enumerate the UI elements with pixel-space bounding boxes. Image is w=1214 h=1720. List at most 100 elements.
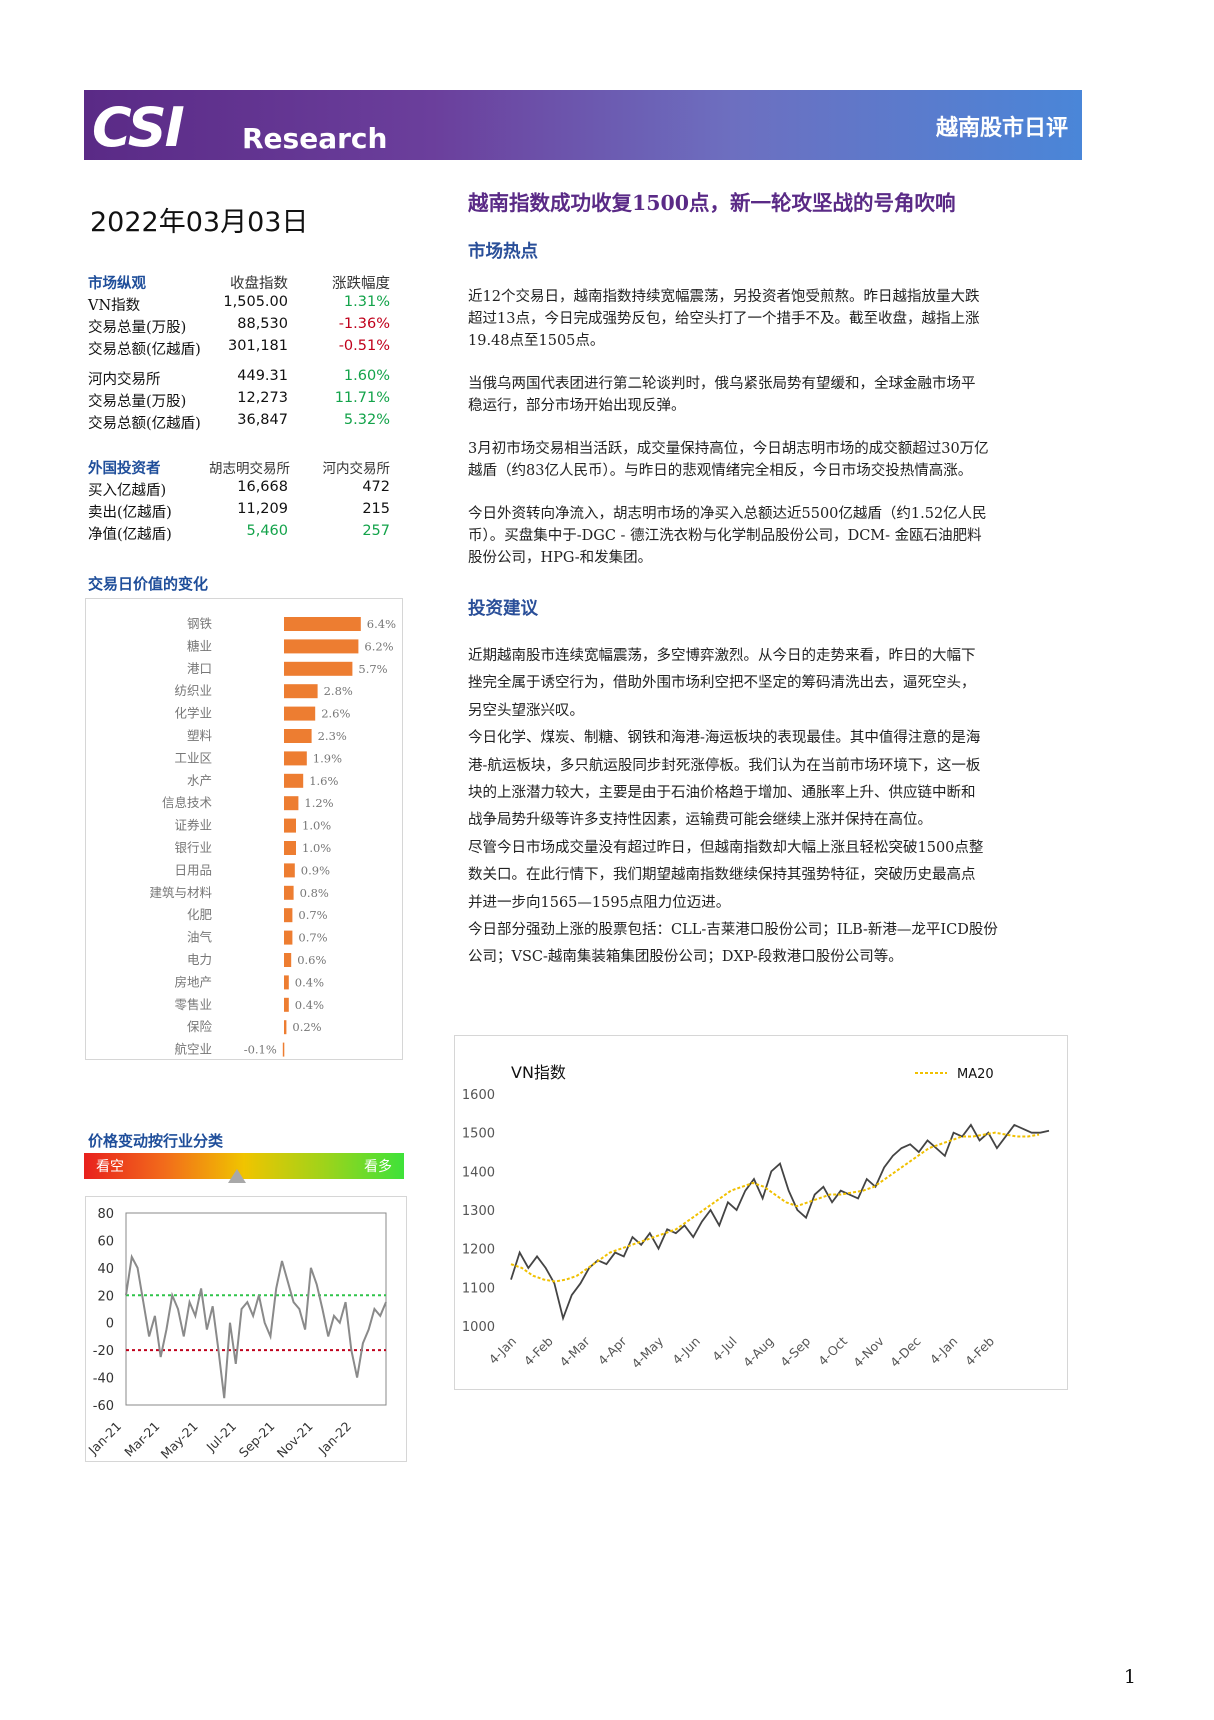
bar (282, 1042, 285, 1057)
x-tick-label: 4-Feb (962, 1333, 997, 1368)
bar-value-label: 0.2% (292, 1020, 321, 1034)
bar-value-label: 0.4% (295, 998, 324, 1012)
paragraph-line: 战争局势升级等许多支持性因素，运输费可能会继续上涨并保持在高位。 (468, 812, 932, 829)
bar-value-label: 2.8% (324, 684, 353, 698)
x-tick-label: 4-Dec (887, 1333, 924, 1370)
bar-category-label: 电力 (187, 952, 212, 967)
row-hose-value: 5,460 (246, 523, 288, 539)
bar (284, 729, 312, 743)
x-tick-label: 4-Mar (557, 1333, 594, 1370)
row-value: 12,273 (237, 390, 288, 406)
row-value: 88,530 (237, 316, 288, 332)
x-tick-label: 4-May (629, 1333, 667, 1371)
y-tick-label: 1300 (462, 1204, 495, 1219)
row-label: 交易总量(万股) (88, 394, 187, 410)
report-date: 2022年03月03日 (90, 207, 309, 238)
x-tick-label: 4-Nov (850, 1333, 887, 1370)
sector-chart-box: 钢铁 6.4% 糖业 6.2% 港口 5.7% 纺织业 2.8% 化学业 2.6% 塑料 2.3% 工业… (85, 598, 403, 1079)
x-tick-label: 4-Oct (815, 1333, 850, 1368)
sentiment-series-line (125, 1253, 387, 1399)
x-tick-label: 4-Jun (669, 1334, 703, 1368)
bar-value-label: 5.7% (358, 662, 387, 676)
paragraph-line: 19.48点至1505点。 (468, 333, 605, 349)
x-tick-label: 4-Feb (521, 1333, 556, 1368)
section-label: 市场纵观 (88, 276, 146, 292)
row-hose-value: 11,209 (237, 501, 288, 517)
y-tick-label: 20 (97, 1289, 114, 1304)
table-row: VN指数 1,505.00 1.31% (88, 294, 392, 316)
bar-category-label: 钢铁 (187, 616, 213, 631)
bar (284, 953, 292, 967)
bar (284, 773, 304, 788)
paragraph-line: 尽管今日市场成交量没有超过昨日，但越南指数却大幅上涨且轻松突破1500点整 (468, 839, 984, 856)
row-value: 36,847 (237, 412, 288, 428)
bar-value-label: 1.0% (302, 841, 331, 855)
bar-category-label: 港口 (187, 661, 212, 676)
bar-category-label: 银行业 (174, 840, 212, 855)
bar-value-label: 0.7% (298, 908, 327, 922)
paragraph-line: 币）。买盘集中于-DGC - 德江洗衣粉与化学制品股份公司，DCM- 金瓯石油肥… (468, 528, 982, 544)
bar (284, 796, 299, 811)
bar-value-label: 0.6% (297, 953, 326, 967)
bullish-label: 看多 (364, 1159, 392, 1175)
bar (284, 751, 307, 766)
row-change: -1.36% (338, 316, 390, 332)
row-hnx-value: 257 (362, 523, 390, 539)
paragraph-line: 港-航运板块，多只航运股同步封死涨停板。我们认为在当前市场环境下，这一板 (468, 757, 981, 774)
bar (284, 818, 296, 833)
bar-category-label: 日用品 (174, 862, 212, 877)
x-tick-label: Jan-21 (86, 1419, 124, 1458)
column-header: 收盘指数 (230, 276, 288, 292)
bar-value-label: 0.7% (298, 931, 327, 945)
y-tick-label: 1500 (462, 1127, 495, 1142)
paragraph-line: 近12个交易日，越南指数持续宽幅震荡，另投资者饱受煎熬。昨日越指放量大跌 (468, 289, 980, 305)
sector-chart-title: 交易日价值的变化 (88, 575, 209, 593)
vn-index-chart-box: VN指数 MA20 1600 1500 1400 1300 1200 1100 1000 4-Ja… (454, 1035, 1068, 1390)
row-label: 交易总额(亿越盾) (88, 342, 201, 358)
bar-value-label: 6.4% (367, 617, 396, 631)
paragraph: 当俄乌两国代表团进行第二轮谈判时，俄乌紧张局势有望缓和，全球金融市场平 稳运行，部… (468, 373, 1074, 417)
y-tick-label: 1100 (462, 1281, 495, 1296)
bar (284, 863, 295, 878)
x-tick-label: 4-Jul (709, 1334, 740, 1365)
bar-category-label: 工业区 (174, 750, 212, 765)
y-tick-label: 0 (106, 1317, 114, 1332)
row-value: 1,505.00 (223, 294, 288, 310)
table-row: 河内交易所 449.31 1.60% (88, 368, 392, 390)
bar (284, 684, 318, 699)
column-header: 胡志明交易所 (209, 461, 290, 477)
bar-value-label: 2.3% (318, 729, 347, 743)
y-tick-label: -20 (93, 1344, 114, 1359)
page-number: 1 (1123, 1666, 1136, 1688)
section-label: 外国投资者 (88, 461, 161, 477)
row-label: 河内交易所 (88, 372, 161, 388)
sector-bar-chart: 钢铁 6.4% 糖业 6.2% 港口 5.7% 纺织业 2.8% 化学业 2.6% 塑料 2.3% 工业… (149, 616, 396, 1079)
bar-category-label: 塑料 (187, 728, 213, 743)
x-tick-label: May-21 (158, 1419, 201, 1461)
bar-value-label: 2.6% (321, 707, 350, 721)
x-tick-label: Mar-21 (121, 1419, 162, 1460)
bar (284, 997, 289, 1012)
ma20-series-line (510, 1131, 1040, 1283)
bar-category-label: 化学业 (174, 706, 212, 721)
bar-value-label: 0.8% (300, 886, 329, 900)
bar (284, 908, 293, 923)
bar-category-label: 信息技术 (162, 795, 213, 810)
row-value: 301,181 (228, 338, 288, 354)
bar-value-label: 0.4% (295, 975, 324, 989)
paragraph-line: 当俄乌两国代表团进行第二轮谈判时，俄乌紧张局势有望缓和，全球金融市场平 (468, 376, 976, 392)
logo-csi: CSI (92, 96, 185, 159)
paragraph-line: 超过13点，今日完成强势反包，给空头打了一个措手不及。截至收盘，越指上涨 (468, 311, 980, 327)
bar-category-label: 化肥 (187, 907, 213, 922)
row-change: 11.71% (334, 390, 390, 406)
column-header: 涨跌幅度 (332, 276, 390, 292)
table-row: 交易总量(万股) 88,530 -1.36% (88, 316, 392, 338)
x-tick-label: Jan-22 (315, 1419, 354, 1458)
bar (284, 1020, 287, 1035)
table-header-row: 市场纵观 收盘指数 涨跌幅度 (88, 272, 392, 294)
bar (284, 706, 316, 721)
paragraph-line: 越盾（约83亿人民币）。与昨日的悲观情绪完全相反，今日市场交投热情高涨。 (468, 463, 973, 479)
y-tick-label: 1600 (462, 1088, 495, 1103)
row-change: 1.60% (343, 368, 390, 384)
